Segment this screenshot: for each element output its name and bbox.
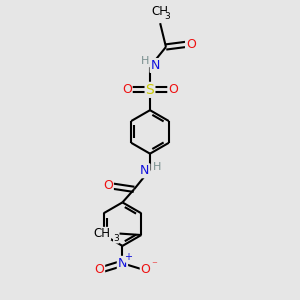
Text: N: N xyxy=(118,257,127,270)
Text: O: O xyxy=(168,83,178,96)
Text: N: N xyxy=(151,59,160,72)
Text: ⁻: ⁻ xyxy=(152,260,157,270)
Text: O: O xyxy=(103,179,113,192)
Text: 3: 3 xyxy=(164,12,170,21)
Text: O: O xyxy=(122,83,132,96)
Text: H: H xyxy=(153,162,161,172)
Text: CH: CH xyxy=(94,227,111,240)
Text: N: N xyxy=(140,164,149,177)
Text: 3: 3 xyxy=(113,234,119,243)
Text: S: S xyxy=(146,83,154,97)
Text: CH: CH xyxy=(152,5,169,18)
Text: O: O xyxy=(186,38,196,51)
Text: O: O xyxy=(141,263,151,276)
Text: +: + xyxy=(124,253,132,262)
Text: H: H xyxy=(141,56,149,67)
Text: O: O xyxy=(94,263,104,276)
